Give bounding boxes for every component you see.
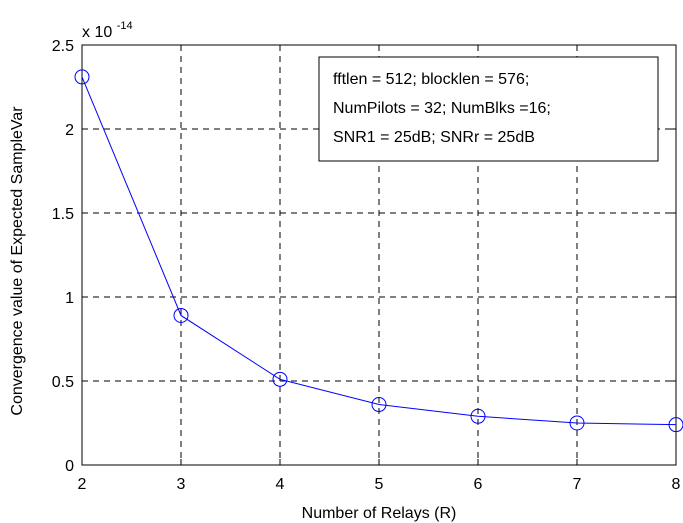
y-tick-label: 0.5	[52, 374, 74, 391]
x-axis-label: Number of Relays (R)	[302, 505, 457, 522]
y-scale-exponent: -14	[117, 20, 133, 32]
data-point	[569, 415, 585, 431]
x-tick-label: 3	[177, 476, 186, 493]
annotation-frame	[318, 56, 659, 162]
annotation-line: SNR1 = 25dB; SNRr = 25dB	[333, 129, 535, 146]
y-tick-label: 0	[65, 458, 74, 475]
data-point	[173, 307, 189, 323]
y-scale-base: x 10	[82, 24, 112, 41]
x-tick-label: 7	[573, 476, 582, 493]
x-tick-label: 5	[375, 476, 384, 493]
data-point	[668, 417, 683, 433]
x-tick-label: 8	[672, 476, 681, 493]
series-line	[81, 76, 677, 426]
ticks	[81, 44, 677, 466]
y-tick-labels: 0 0.5 1 1.5 2 2.5	[52, 38, 74, 475]
x-tick-label: 6	[474, 476, 483, 493]
x-tick-labels: 2 3 4 5 6 7 8	[78, 476, 681, 493]
data-point	[470, 408, 486, 424]
data-point	[74, 69, 90, 85]
annotation-box: fftlen = 512; blocklen = 576; NumPilots …	[318, 56, 659, 162]
y-tick-label: 1	[65, 290, 74, 307]
y-axis-label: Convergence value of Expected SampleVar	[9, 106, 26, 416]
data-point	[272, 371, 288, 387]
data-point	[371, 397, 387, 413]
annotation-line: fftlen = 512; blocklen = 576;	[333, 71, 529, 88]
annotation-line: NumPilots = 32; NumBlks =16;	[333, 100, 551, 117]
x-tick-label: 4	[276, 476, 285, 493]
y-tick-label: 1.5	[52, 206, 74, 223]
series-layer	[74, 69, 683, 433]
x-tick-label: 2	[78, 476, 87, 493]
y-scale-label: x 10 -14	[82, 20, 133, 41]
y-tick-label: 2.5	[52, 38, 74, 55]
y-tick-label: 2	[65, 122, 74, 139]
